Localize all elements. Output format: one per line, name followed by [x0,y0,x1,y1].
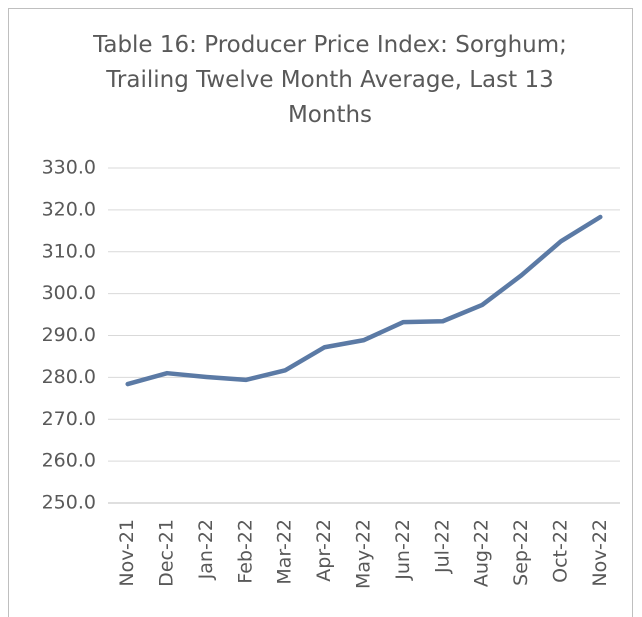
x-tick-label: Mar-22 [274,519,296,585]
x-tick-label: Jul-22 [431,519,453,574]
y-tick-label: 260.0 [42,450,96,472]
x-tick-label: Feb-22 [234,519,256,584]
chart-border [8,8,633,617]
y-tick-label: 310.0 [42,240,96,262]
y-tick-label: 280.0 [42,366,96,388]
x-tick-label: Aug-22 [471,519,493,587]
line [125,214,603,387]
y-tick-label: 270.0 [42,408,96,430]
y-tick-label: 250.0 [42,492,96,514]
x-tick-label: Nov-22 [589,519,611,587]
x-tick-label: Sep-22 [510,519,532,586]
y-tick-label: 330.0 [42,157,96,179]
x-tick-label: Nov-21 [116,519,138,587]
y-tick-label: 300.0 [42,282,96,304]
x-tick-label: Jun-22 [392,519,414,581]
x-tick-label: Dec-21 [156,519,178,587]
chart-title: Table 16: Producer Price Index: Sorghum;… [93,32,567,128]
x-tick-label: May-22 [353,519,375,589]
x-tick-label: Jan-22 [195,519,217,580]
x-tick-label: Apr-22 [313,519,335,582]
y-tick-label: 320.0 [42,198,96,220]
y-tick-label: 290.0 [42,324,96,346]
x-tick-label: Oct-22 [549,519,571,583]
